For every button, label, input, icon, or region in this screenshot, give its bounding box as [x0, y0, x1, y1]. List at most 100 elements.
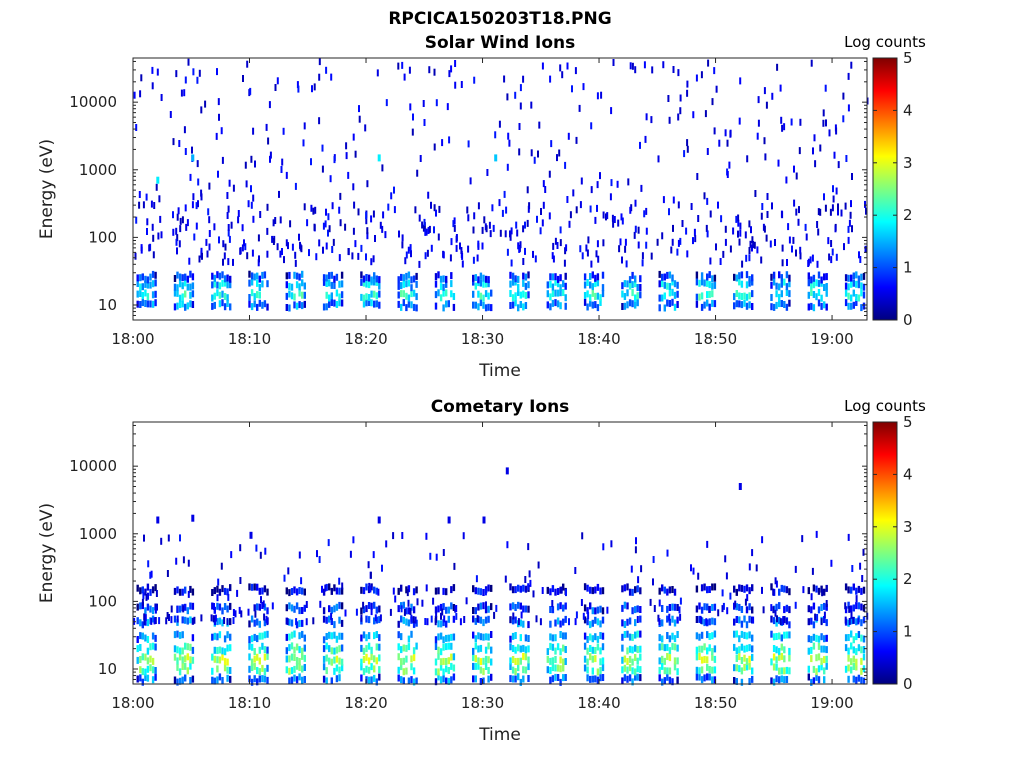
spectrogram-cell: [360, 278, 363, 286]
spectrogram-cell: [433, 204, 436, 212]
spectrogram-cell: [610, 107, 613, 115]
spectrogram-cell: [847, 104, 850, 112]
spectrogram-cell: [229, 618, 232, 626]
spectrogram-cell: [601, 616, 605, 624]
spectrogram-cell: [295, 272, 299, 280]
spectrogram-cell: [184, 303, 187, 311]
spectrogram-cell: [634, 654, 637, 661]
spectrogram-cell: [852, 583, 855, 591]
spectrogram-cell: [745, 663, 749, 671]
spectrogram-cell: [221, 653, 224, 661]
spectrogram-cell: [591, 675, 594, 683]
spectrogram-cell: [352, 227, 355, 235]
spectrogram-cell: [626, 618, 629, 626]
spectrogram-cell: [564, 161, 567, 169]
spectrogram-cell: [695, 616, 699, 623]
spectrogram-cell: [442, 587, 445, 595]
spectrogram-cell: [700, 272, 704, 280]
spectrogram-cell: [221, 585, 224, 593]
spectrogram-cell: [378, 654, 381, 662]
spectrogram-cell: [368, 582, 371, 590]
spectrogram-cell: [770, 604, 773, 612]
spectrogram-cell: [706, 291, 709, 299]
spectrogram-cell: [400, 282, 403, 290]
spectrogram-cell: [407, 643, 411, 651]
colorbar: [872, 57, 898, 321]
spectrogram-cell: [442, 289, 445, 297]
spectrogram-cell: [556, 300, 560, 308]
spectrogram-cell: [467, 140, 470, 148]
spectrogram-cell: [828, 129, 831, 137]
spectrogram-cell: [370, 215, 373, 223]
spectrogram-cell: [245, 180, 248, 188]
spectrogram-cell: [479, 644, 483, 652]
spectrogram-cell: [807, 279, 810, 287]
spectrogram-cell: [435, 553, 438, 561]
spectrogram-cell: [780, 675, 783, 683]
spectrogram-cell: [412, 275, 416, 283]
spectrogram-cell: [236, 589, 239, 597]
spectrogram-cell: [825, 600, 828, 607]
spectrogram-cell: [160, 537, 163, 545]
spectrogram-cell: [261, 642, 264, 650]
spectrogram-cell: [623, 293, 627, 300]
spectrogram-cell: [207, 208, 210, 216]
spectrogram-cell: [852, 604, 855, 612]
spectrogram-cell: [589, 281, 592, 289]
spectrogram-cell: [666, 605, 669, 613]
spectrogram-cell: [751, 653, 754, 661]
spectrogram-cell: [686, 250, 689, 258]
spectrogram-cell: [739, 77, 742, 85]
spectrogram-cell: [265, 123, 268, 131]
spectrogram-cell: [373, 617, 376, 625]
spectrogram-cell: [338, 206, 341, 214]
spectrogram-cell: [629, 206, 632, 214]
spectrogram-cell: [745, 644, 749, 652]
spectrogram-cell: [752, 616, 755, 624]
spectrogram-cell: [400, 584, 403, 592]
colorbar-tick-label: 0: [903, 675, 913, 693]
spectrogram-cell: [589, 633, 592, 641]
spectrogram-cell: [850, 658, 853, 666]
spectrogram-cell: [583, 604, 587, 612]
spectrogram-cell: [282, 127, 285, 135]
spectrogram-cell: [788, 654, 791, 662]
spectrogram-cell: [820, 633, 823, 641]
spectrogram-cell: [527, 583, 530, 591]
spectrogram-cell: [218, 656, 222, 664]
spectrogram-cell: [817, 271, 821, 279]
spectrogram-cell: [629, 62, 632, 70]
spectrogram-cell: [823, 635, 826, 643]
spectrogram-cell: [562, 674, 565, 682]
spectrogram-cell: [367, 602, 371, 609]
spectrogram-cell: [482, 668, 485, 676]
spectrogram-cell: [328, 657, 331, 665]
spectrogram-cell: [450, 642, 453, 650]
spectrogram-cell: [594, 586, 597, 594]
spectrogram-cell: [536, 215, 538, 223]
spectrogram-cell: [146, 619, 150, 627]
spectrogram-cell: [862, 616, 866, 624]
spectrogram-cell: [261, 602, 264, 609]
spectrogram-cell: [461, 252, 464, 260]
spectrogram-cell: [397, 643, 400, 651]
spectrogram-cell: [551, 283, 555, 291]
spectrogram-cell: [837, 161, 840, 169]
spectrogram-cell: [484, 290, 488, 298]
spectrogram-cell: [365, 583, 368, 591]
spectrogram-cell: [176, 213, 179, 221]
spectrogram-cell: [397, 631, 400, 639]
spectrogram-cell: [835, 253, 838, 261]
spectrogram-cell: [184, 273, 187, 281]
spectrogram-cell: [482, 589, 485, 596]
spectrogram-cell: [677, 239, 680, 247]
spectrogram-cell: [546, 281, 549, 289]
spectrogram-cell: [450, 662, 453, 670]
spectrogram-cell: [733, 302, 736, 310]
spectrogram-cell: [778, 283, 781, 291]
spectrogram-cell: [631, 281, 634, 289]
spectrogram-cell: [814, 613, 817, 621]
spectrogram-cell: [653, 605, 656, 612]
spectrogram-cell: [179, 225, 182, 233]
spectrogram-cell: [519, 301, 522, 308]
